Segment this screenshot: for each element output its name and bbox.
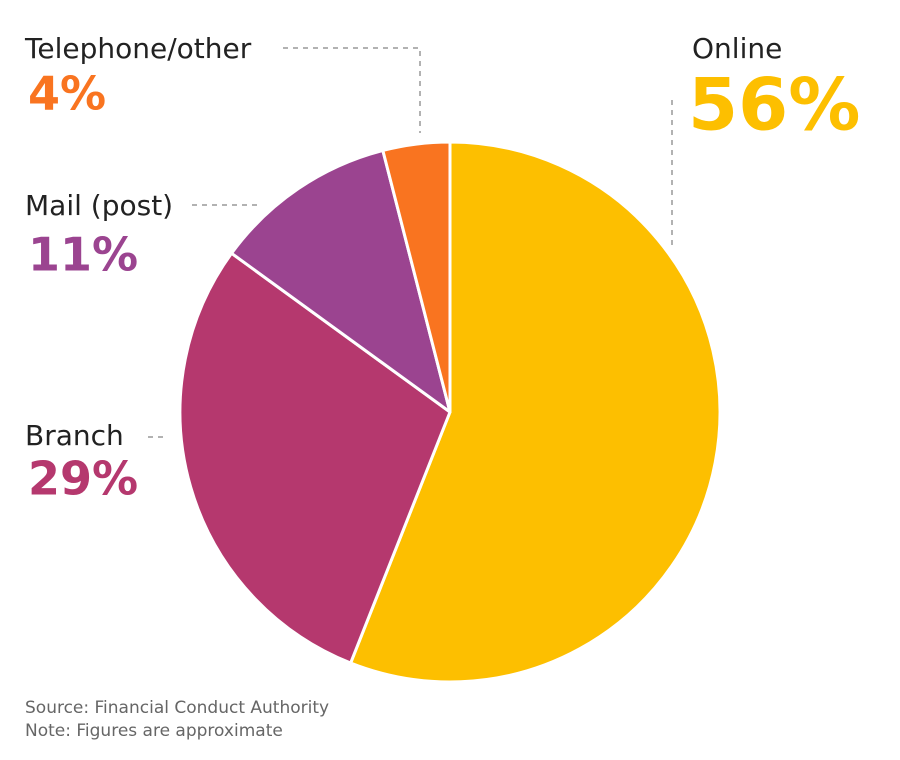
- note: Note: Figures are approximate: [25, 721, 283, 741]
- category-label: Telephone/other: [24, 32, 252, 65]
- value-label: 29%: [28, 452, 138, 506]
- leader-line: [283, 47, 421, 133]
- slice: [381, 140, 452, 414]
- category-label: Branch: [25, 419, 124, 452]
- slice: [349, 140, 722, 684]
- category-label: Mail (post): [25, 189, 173, 222]
- category-label: Online: [692, 32, 782, 65]
- value-label: 56%: [688, 63, 860, 147]
- value-label: 11%: [28, 228, 138, 282]
- slice: [230, 148, 452, 414]
- source: Source: Financial Conduct Authority: [25, 698, 329, 718]
- slice: [178, 251, 452, 665]
- value-label: 4%: [28, 67, 106, 121]
